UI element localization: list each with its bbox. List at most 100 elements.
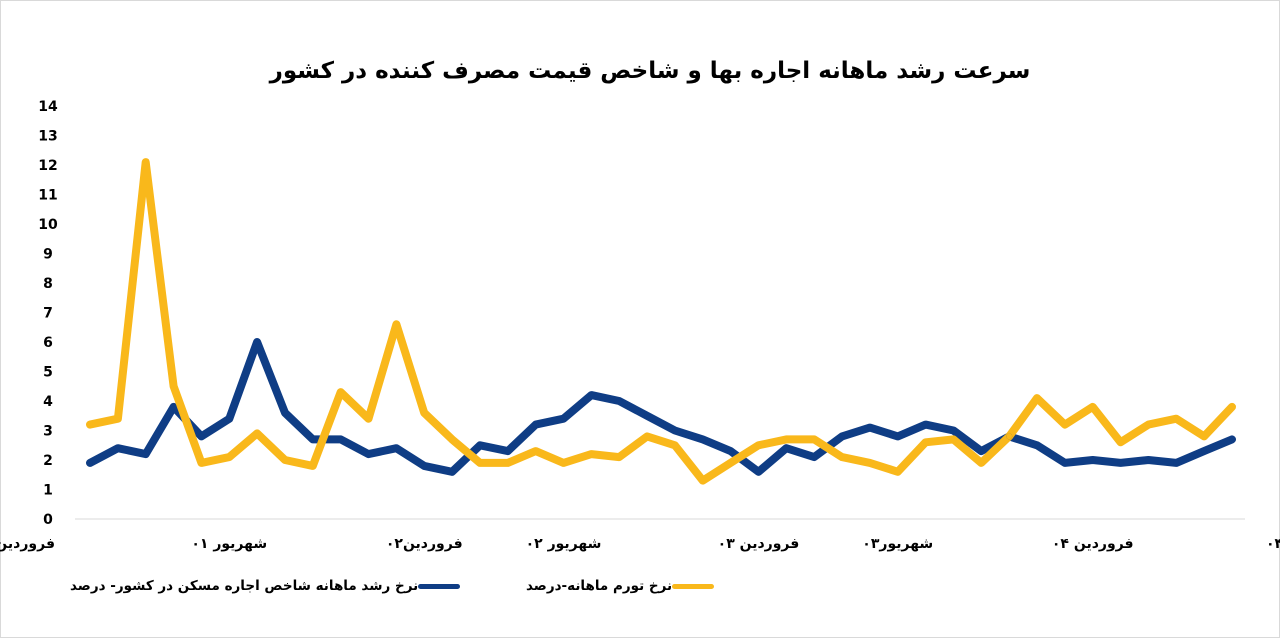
y-tick-label: 7 xyxy=(43,306,53,322)
data-point-series-2 xyxy=(1061,421,1068,428)
data-point-series-2 xyxy=(198,459,205,466)
data-point-series-1 xyxy=(1229,436,1235,443)
y-tick-label: 10 xyxy=(38,217,58,233)
data-point-series-1 xyxy=(421,462,428,469)
data-point-series-1 xyxy=(477,442,483,449)
data-point-series-2 xyxy=(1117,439,1124,446)
data-point-series-1 xyxy=(170,403,177,410)
data-point-series-1 xyxy=(699,436,706,443)
x-tick-label: شهریور ۰۲ xyxy=(526,536,602,552)
y-tick-label: 14 xyxy=(38,99,58,115)
data-point-series-1 xyxy=(1034,442,1040,449)
y-tick-label: 13 xyxy=(38,129,57,145)
data-point-series-2 xyxy=(866,459,873,466)
x-tick-label: فروردین ۰۱ xyxy=(0,536,55,552)
x-tick-label: شهریور ۰۱ xyxy=(191,536,267,552)
data-point-series-1 xyxy=(755,468,762,475)
data-point-series-1 xyxy=(811,454,818,461)
series-line-1 xyxy=(86,338,1236,476)
data-point-series-1 xyxy=(644,412,651,419)
data-point-series-2 xyxy=(477,459,483,466)
data-point-series-1 xyxy=(894,433,901,440)
x-tick-labels: فروردین ۰۱ شهریور ۰۱ فروردین۰۲ شهریور ۰۲ فرو… xyxy=(0,536,1280,552)
data-point-series-2 xyxy=(282,457,288,463)
data-point-series-2 xyxy=(950,436,957,443)
data-point-series-2 xyxy=(783,436,790,443)
data-point-series-1 xyxy=(1201,448,1208,455)
y-tick-label: 8 xyxy=(43,276,53,292)
data-point-series-2 xyxy=(978,459,985,466)
data-point-series-2 xyxy=(1201,433,1208,440)
data-point-series-1 xyxy=(309,436,316,443)
legend-label-rent: نرخ رشد ماهانه شاخص اجاره مسکن در کشور- … xyxy=(70,578,419,594)
data-point-series-2 xyxy=(532,448,539,455)
data-point-series-2 xyxy=(755,442,762,449)
series-line-2 xyxy=(86,158,1236,485)
data-point-series-2 xyxy=(839,454,845,461)
data-point-series-1 xyxy=(365,451,372,458)
data-point-series-2 xyxy=(393,321,400,328)
y-tick-label: 2 xyxy=(43,453,53,469)
y-tick-label: 11 xyxy=(38,188,57,204)
data-point-series-1 xyxy=(866,424,873,431)
data-point-series-1 xyxy=(950,427,957,434)
data-point-series-1 xyxy=(588,392,595,399)
data-point-series-1 xyxy=(1145,457,1152,463)
data-point-series-1 xyxy=(922,421,929,428)
data-point-series-2 xyxy=(671,442,678,449)
data-point-series-2 xyxy=(114,415,121,422)
data-point-series-1 xyxy=(504,448,511,455)
data-point-series-2 xyxy=(588,451,595,458)
data-point-series-2 xyxy=(922,439,929,446)
data-point-series-2 xyxy=(644,433,651,440)
data-point-series-2 xyxy=(87,421,93,428)
data-point-series-2 xyxy=(365,415,372,422)
y-tick-label: 12 xyxy=(38,158,57,174)
y-tick-label: 1 xyxy=(43,483,53,499)
data-point-series-2 xyxy=(560,459,567,466)
data-point-series-2 xyxy=(226,454,233,461)
data-point-series-2 xyxy=(309,462,316,469)
data-point-series-1 xyxy=(616,398,623,404)
data-point-series-1 xyxy=(1117,459,1124,466)
data-point-series-2 xyxy=(1145,421,1152,428)
data-point-series-1 xyxy=(87,459,93,466)
data-point-series-2 xyxy=(1006,433,1013,440)
data-point-series-1 xyxy=(671,427,678,434)
data-point-series-1 xyxy=(727,448,734,455)
data-point-series-2 xyxy=(337,389,344,396)
legend-label-inflation: نرخ تورم ماهانه-درصد xyxy=(526,578,673,594)
data-point-series-2 xyxy=(616,454,623,461)
data-point-series-1 xyxy=(839,433,845,440)
data-point-series-2 xyxy=(142,159,149,166)
data-point-series-1 xyxy=(978,448,985,455)
data-point-series-1 xyxy=(198,433,205,440)
data-point-series-2 xyxy=(1229,403,1235,410)
data-point-series-1 xyxy=(114,445,121,452)
data-point-series-2 xyxy=(421,409,428,416)
data-point-series-1 xyxy=(1061,459,1068,466)
data-point-series-2 xyxy=(449,436,456,443)
data-point-series-2 xyxy=(504,459,511,466)
data-point-series-2 xyxy=(170,383,177,390)
data-point-series-2 xyxy=(699,477,706,484)
data-point-series-1 xyxy=(1173,459,1180,466)
x-tick-label: فروردین ۰۴ xyxy=(1052,536,1134,552)
series-lines xyxy=(86,158,1236,485)
data-point-series-1 xyxy=(226,415,233,422)
data-point-series-1 xyxy=(560,415,567,422)
data-point-series-2 xyxy=(254,430,261,437)
data-point-series-2 xyxy=(727,459,734,466)
data-point-series-1 xyxy=(282,409,288,416)
data-point-series-2 xyxy=(1173,415,1180,422)
legend-item-inflation: نرخ تورم ماهانه-درصد xyxy=(526,574,722,598)
y-tick-label: 4 xyxy=(43,394,53,410)
data-point-series-2 xyxy=(1089,403,1096,410)
data-point-series-2 xyxy=(811,436,818,443)
legend-swatch-inflation xyxy=(672,583,715,589)
y-tick-label: 6 xyxy=(43,335,53,351)
y-tick-label: 3 xyxy=(43,424,53,440)
